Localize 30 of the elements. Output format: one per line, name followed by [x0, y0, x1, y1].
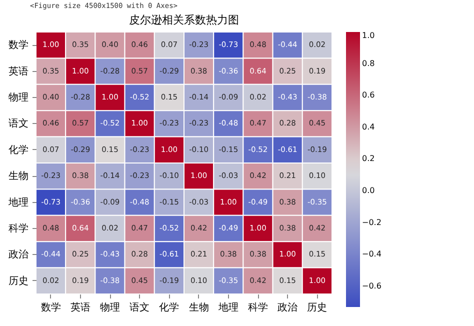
y-tick-label: 生物: [8, 170, 28, 182]
x-tick-label: 语文: [130, 302, 150, 314]
x-tick-label: 历史: [307, 302, 328, 314]
color-bar-label: 0.6: [362, 90, 375, 100]
y-tick-label: 化学: [8, 144, 28, 156]
x-tick-label: 政治: [278, 302, 298, 314]
color-bar-label: 1.0: [362, 31, 375, 40]
y-tick-label: 物理: [8, 92, 28, 104]
x-tick-label: 化学: [159, 302, 180, 314]
y-tick-label: 英语: [8, 65, 28, 78]
color-bar-label: −0.6: [362, 281, 382, 290]
color-bar-label: 0.4: [362, 122, 375, 132]
color-bar-label: −0.4: [362, 250, 382, 259]
color-bar-label: −0.2: [362, 218, 382, 227]
x-tick-label: 数学: [40, 302, 61, 314]
x-tick-label: 地理: [217, 302, 238, 314]
color-bar-label: 0.8: [362, 58, 375, 68]
y-tick-label: 语文: [8, 118, 28, 130]
x-tick-label: 英语: [70, 302, 90, 314]
color-bar-label: 0.0: [362, 186, 375, 195]
y-tick-label: 科学: [8, 222, 28, 234]
y-tick-label: 历史: [8, 274, 28, 287]
y-tick-label: 数学: [8, 39, 28, 52]
x-tick-label: 科学: [248, 302, 268, 314]
color-bar-label: 0.2: [362, 154, 375, 164]
chart-title: 皮尔逊相关系数热力图: [129, 14, 239, 26]
y-tick-label: 地理: [8, 196, 28, 208]
x-tick-label: 物理: [100, 302, 120, 314]
x-tick-label: 生物: [188, 302, 209, 314]
y-tick-label: 政治: [8, 248, 28, 261]
